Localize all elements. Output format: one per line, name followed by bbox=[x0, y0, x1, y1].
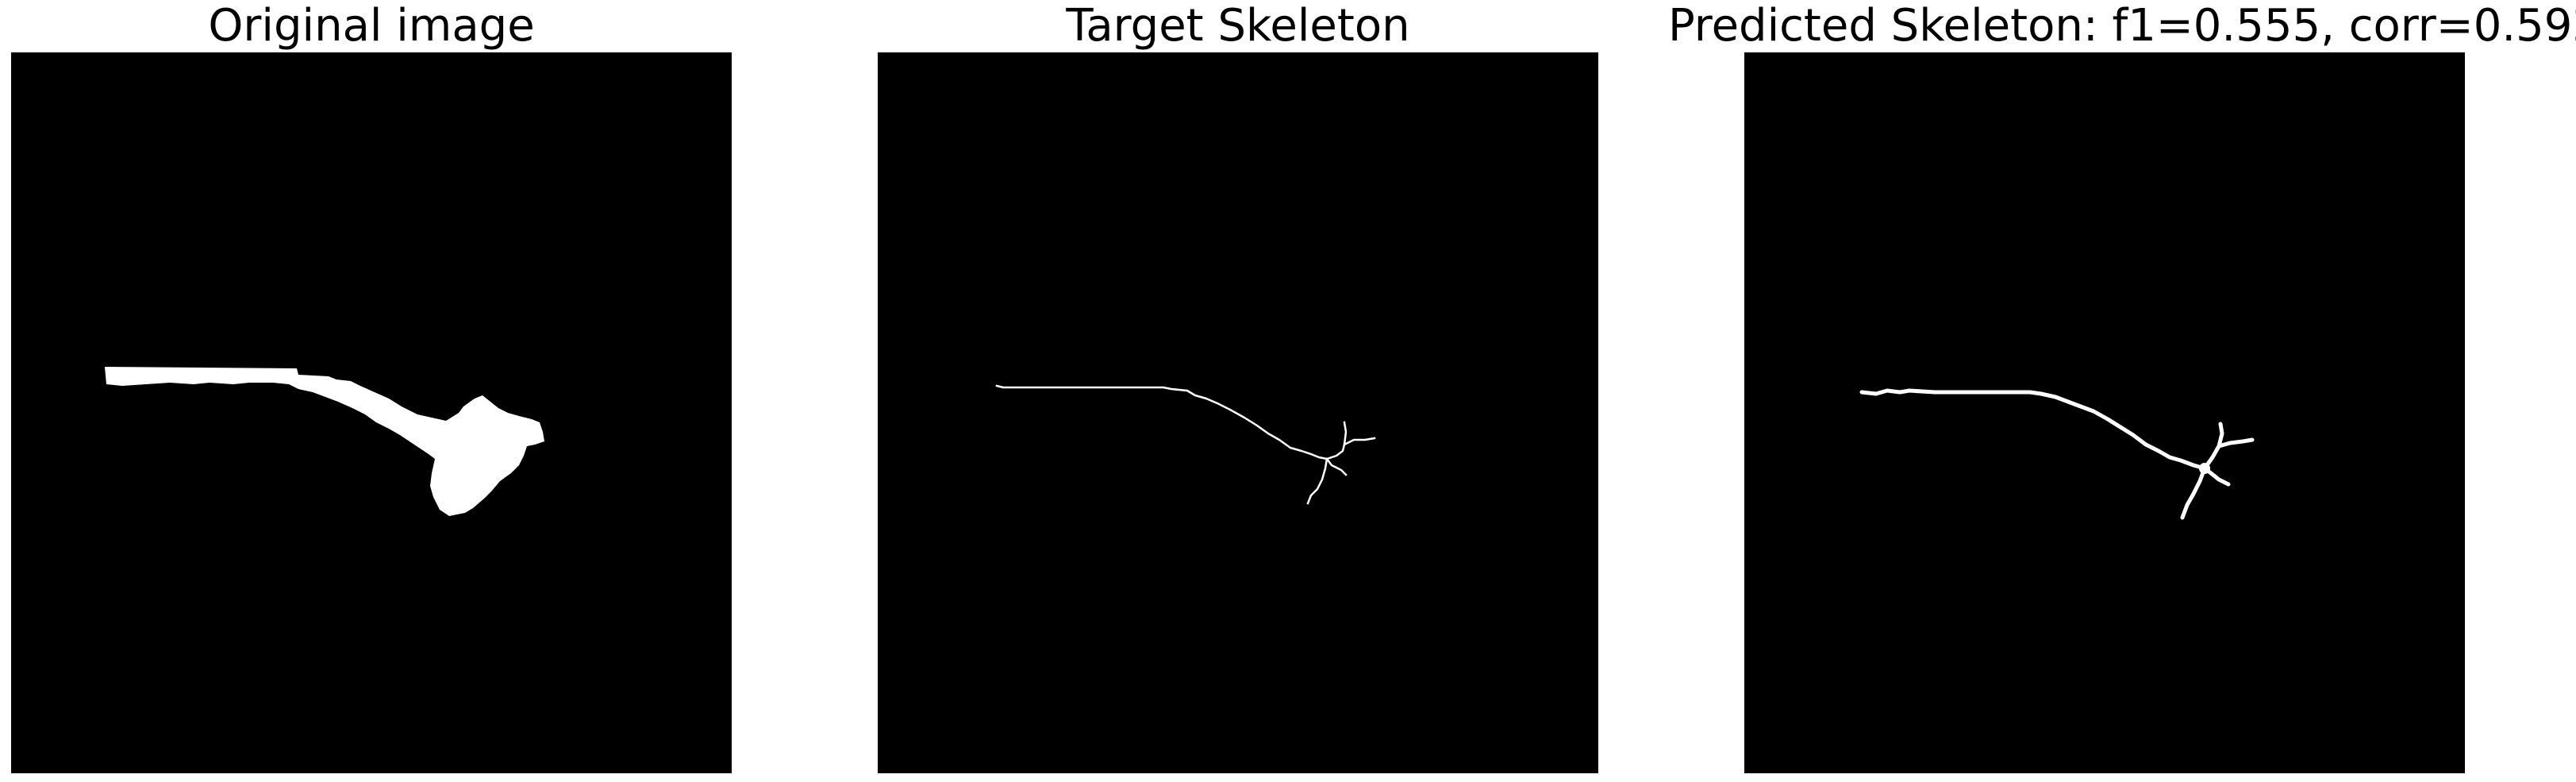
original-image bbox=[11, 52, 732, 773]
panel-target-skeleton: Target Skeleton bbox=[878, 0, 1598, 782]
junction-blob bbox=[2199, 463, 2210, 474]
target-skeleton-image bbox=[878, 52, 1598, 773]
panel-predicted-skeleton: Predicted Skeleton: f1=0.555, corr=0.592 bbox=[1668, 0, 2576, 782]
panel-original-image: Original image bbox=[11, 0, 732, 782]
skeleton-lines bbox=[995, 384, 1376, 505]
panel-title: Original image bbox=[208, 0, 535, 52]
shape-mask bbox=[105, 367, 544, 516]
predicted-skeleton-image bbox=[1744, 52, 2465, 773]
skeleton-lines bbox=[1859, 388, 2255, 520]
panel-title: Predicted Skeleton: f1=0.555, corr=0.592 bbox=[1668, 0, 2576, 52]
panel-title: Target Skeleton bbox=[1066, 0, 1410, 52]
